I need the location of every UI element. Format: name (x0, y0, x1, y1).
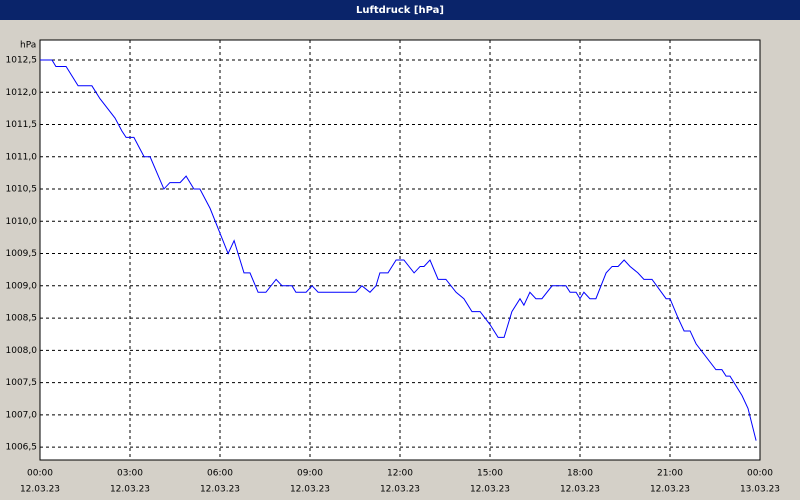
x-tick-label: 06:00 (207, 469, 233, 479)
y-tick-label: 1008,0 (6, 346, 38, 356)
y-tick-label: 1009,5 (6, 249, 38, 259)
y-tick-label: 1011,0 (6, 152, 38, 162)
y-tick-label: 1008,5 (6, 314, 38, 324)
x-tick-date: 12.03.23 (20, 485, 60, 495)
y-tick-label: 1010,0 (6, 217, 38, 227)
chart-title: Luftdruck [hPa] (356, 5, 444, 16)
x-tick-label: 00:00 (747, 469, 773, 479)
y-tick-label: 1012,0 (6, 88, 38, 98)
x-tick-date: 12.03.23 (650, 485, 690, 495)
y-tick-label: 1012,5 (6, 56, 38, 66)
y-tick-label: 1009,0 (6, 281, 38, 291)
x-tick-label: 09:00 (297, 469, 323, 479)
data-line (40, 59, 757, 441)
x-tick-date: 12.03.23 (110, 485, 150, 495)
x-tick-date: 12.03.23 (560, 485, 600, 495)
y-tick-label: 1006,5 (6, 443, 38, 453)
x-tick-date: 12.03.23 (200, 485, 240, 495)
y-tick-label: 1007,5 (6, 378, 38, 388)
y-axis-label: hPa (20, 41, 36, 51)
y-tick-label: 1010,5 (6, 185, 38, 195)
x-tick-label: 00:00 (27, 469, 53, 479)
x-tick-date: 12.03.23 (290, 485, 330, 495)
x-tick-label: 21:00 (657, 469, 683, 479)
y-tick-label: 1011,5 (6, 120, 38, 130)
title-bar (0, 0, 800, 20)
x-tick-label: 18:00 (567, 469, 593, 479)
x-tick-date: 12.03.23 (380, 485, 420, 495)
x-tick-label: 15:00 (477, 469, 503, 479)
y-tick-label: 1007,0 (6, 410, 38, 420)
x-tick-date: 13.03.23 (740, 485, 780, 495)
x-tick-label: 12:00 (387, 469, 413, 479)
x-tick-date: 12.03.23 (470, 485, 510, 495)
x-tick-label: 03:00 (117, 469, 143, 479)
